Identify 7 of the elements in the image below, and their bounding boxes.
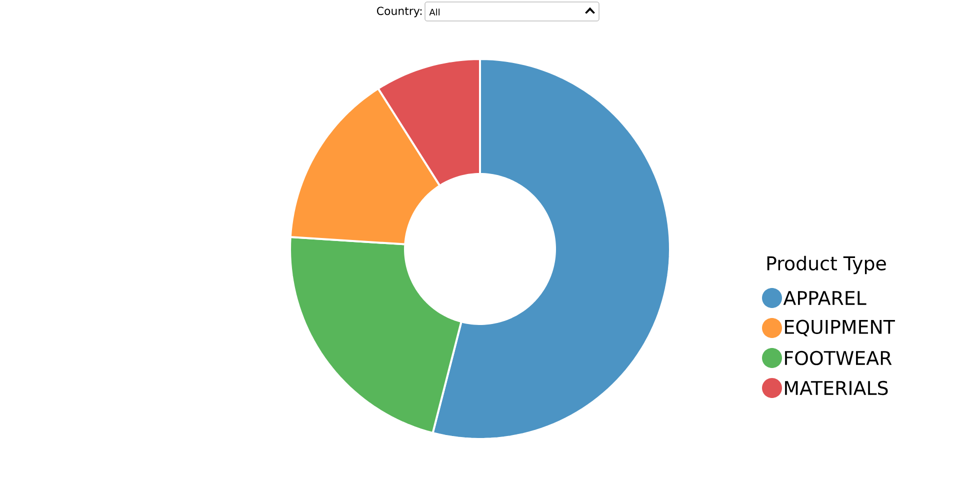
legend-label: APPAREL (783, 291, 866, 305)
text: Country: (376, 6, 422, 18)
text: All (429, 8, 440, 16)
legend-label: MATERIALS (785, 380, 888, 396)
legend-label: FOOTWEAR (785, 350, 892, 366)
legend-label: EQUIPMENT (785, 320, 895, 336)
legend-title: Product Type (767, 256, 886, 274)
